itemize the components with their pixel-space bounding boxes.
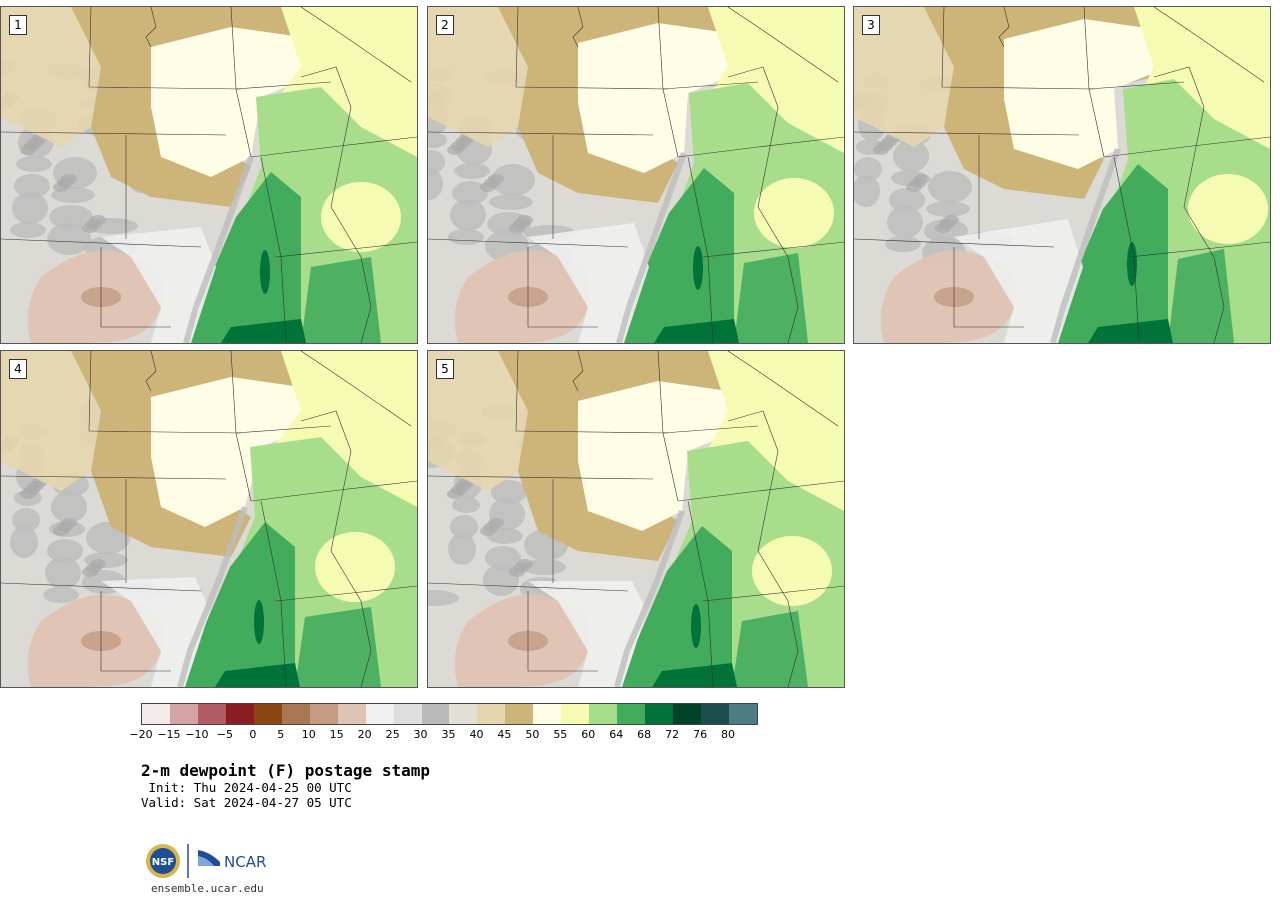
colorbar-tick-label: 64 xyxy=(609,728,624,741)
ensemble-member-map-2: 2 xyxy=(427,6,845,344)
colorbar-tick-label: 5 xyxy=(277,728,285,741)
colorbar-swatch xyxy=(253,704,282,724)
colorbar-tick-label: −20 xyxy=(129,728,153,741)
colorbar-swatch xyxy=(673,704,702,724)
nsf-logo-text: NSF xyxy=(152,857,174,868)
nsf-ncar-logo: NSF NCAR xyxy=(144,842,274,882)
colorbar-swatch xyxy=(645,704,674,724)
colorbar-swatch xyxy=(197,704,226,724)
ensemble-member-map-5: 5 xyxy=(427,350,845,688)
colorbar-ticks: −20 −15 −10 −5 0 5 10 15 20 25 30 35 40 45 50 55 60 64 68 7… xyxy=(129,728,756,742)
ensemble-member-map-4: 4 xyxy=(0,350,418,688)
product-title: 2-m dewpoint (F) postage stamp xyxy=(141,761,430,780)
colorbar-tick-label: 20 xyxy=(357,728,372,741)
colorbar-swatch xyxy=(561,704,590,724)
colorbar-swatch xyxy=(365,704,394,724)
ncar-logo-text: NCAR xyxy=(224,853,266,871)
member-label: 3 xyxy=(862,15,880,35)
colorbar-tick-label: 80 xyxy=(721,728,736,741)
colorbar-swatch xyxy=(729,704,757,724)
colorbar-tick-label: 55 xyxy=(553,728,568,741)
member-label: 4 xyxy=(9,359,27,379)
ensemble-member-map-3: 3 xyxy=(853,6,1271,344)
colorbar-swatch xyxy=(505,704,534,724)
colorbar-swatch xyxy=(281,704,310,724)
colorbar-tick-label: 30 xyxy=(413,728,428,741)
colorbar-swatch xyxy=(533,704,562,724)
colorbar-tick-label: 10 xyxy=(301,728,316,741)
colorbar-tick-label: 72 xyxy=(665,728,680,741)
member-label: 5 xyxy=(436,359,454,379)
dewpoint-colorbar xyxy=(141,703,758,725)
colorbar-tick-label: 76 xyxy=(693,728,708,741)
colorbar-tick-label: 68 xyxy=(637,728,652,741)
colorbar-swatch xyxy=(421,704,450,724)
colorbar-swatch xyxy=(142,704,170,724)
colorbar-tick-label: 35 xyxy=(441,728,456,741)
colorbar-swatch xyxy=(701,704,730,724)
colorbar-swatch xyxy=(225,704,254,724)
colorbar-tick-label: 0 xyxy=(249,728,257,741)
colorbar-swatch xyxy=(477,704,506,724)
colorbar-tick-label: 60 xyxy=(581,728,596,741)
colorbar-tick-label: −5 xyxy=(216,728,233,741)
colorbar-tick-label: −10 xyxy=(185,728,209,741)
colorbar-swatch xyxy=(449,704,478,724)
website-label: ensemble.ucar.edu xyxy=(151,882,264,895)
colorbar-tick-label: 50 xyxy=(525,728,540,741)
colorbar-tick-label: 45 xyxy=(497,728,512,741)
colorbar-tick-label: 25 xyxy=(385,728,400,741)
member-label: 2 xyxy=(436,15,454,35)
colorbar-swatch xyxy=(337,704,366,724)
colorbar-swatch xyxy=(589,704,618,724)
colorbar-swatch xyxy=(393,704,422,724)
colorbar-tick-label: 15 xyxy=(329,728,344,741)
colorbar-swatch xyxy=(309,704,338,724)
colorbar-swatch xyxy=(169,704,198,724)
ensemble-member-map-1: 1 xyxy=(0,6,418,344)
colorbar-tick-label: −15 xyxy=(157,728,181,741)
colorbar-swatch xyxy=(617,704,646,724)
member-label: 1 xyxy=(9,15,27,35)
colorbar-tick-label: 40 xyxy=(469,728,484,741)
valid-time: Valid: Sat 2024-04-27 05 UTC xyxy=(141,795,352,810)
init-time: Init: Thu 2024-04-25 00 UTC xyxy=(141,780,352,795)
